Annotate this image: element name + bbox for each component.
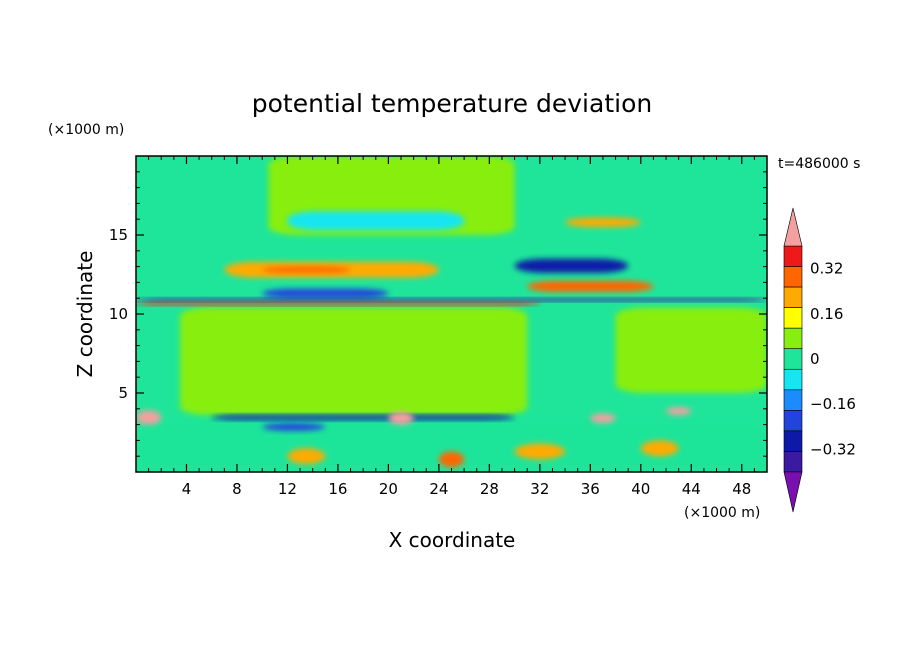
colorbar-swatch xyxy=(783,307,803,329)
colorbar-swatch xyxy=(783,245,803,267)
colorbar-lower-arrow xyxy=(783,471,803,513)
contour-band xyxy=(262,266,351,273)
x-tick-label: 48 xyxy=(732,480,751,498)
contour-band xyxy=(514,443,566,460)
contour-band xyxy=(565,217,641,228)
contour-band xyxy=(388,411,414,425)
colorbar-swatch xyxy=(783,327,803,350)
contour-band xyxy=(136,302,540,306)
chart-title: potential temperature deviation xyxy=(252,89,652,118)
x-tick-label: 28 xyxy=(480,480,499,498)
contour-band xyxy=(615,307,767,393)
y-axis-ticks: 5 10 15 xyxy=(109,171,767,457)
x-tick-label: 4 xyxy=(182,480,192,498)
colorbar-tick-label: 0.32 xyxy=(810,260,843,278)
contour-band xyxy=(287,448,326,465)
colorbar-tick-label: −0.16 xyxy=(810,395,856,413)
contour-band xyxy=(211,415,515,420)
colorbar-tick-label: −0.32 xyxy=(810,440,856,458)
contour-band xyxy=(287,211,465,231)
y-axis-label: Z coordinate xyxy=(73,251,97,378)
x-tick-label: 32 xyxy=(530,480,549,498)
x-tick-label: 8 xyxy=(232,480,242,498)
contour-band xyxy=(514,258,629,273)
y-tick-label: 15 xyxy=(109,226,128,244)
contour-band xyxy=(590,413,616,424)
x-unit-label: (×1000 m) xyxy=(684,505,760,521)
contour-band xyxy=(438,451,465,468)
time-label: t=486000 s xyxy=(778,156,860,172)
colorbar-swatch xyxy=(783,368,803,391)
colorbar-swatch xyxy=(783,410,803,432)
x-axis-label: X coordinate xyxy=(389,528,516,552)
contour-band xyxy=(262,288,389,299)
contour-band xyxy=(136,298,767,302)
contour-band xyxy=(136,410,162,425)
x-tick-label: 40 xyxy=(631,480,650,498)
y-tick-label: 10 xyxy=(109,305,128,323)
colorbar-swatch xyxy=(783,389,803,411)
colorbar-swatch xyxy=(783,266,803,288)
contour-fields xyxy=(136,156,767,472)
x-tick-label: 12 xyxy=(278,480,297,498)
contour-band xyxy=(527,280,654,292)
contour-band xyxy=(640,440,679,457)
x-tick-label: 36 xyxy=(581,480,600,498)
colorbar-upper-arrow xyxy=(783,207,803,247)
x-tick-label: 44 xyxy=(682,480,701,498)
x-axis-ticks: 4 8 12 16 20 24 28 32 36 40 44 48 xyxy=(148,156,755,498)
y-unit-label: (×1000 m) xyxy=(48,122,124,138)
colorbar-swatch xyxy=(783,348,803,370)
x-tick-label: 16 xyxy=(328,480,347,498)
colorbar-swatch xyxy=(783,430,803,452)
colorbar-swatch xyxy=(783,451,803,473)
contour-band xyxy=(180,307,528,416)
colorbar-swatch xyxy=(783,286,803,308)
y-tick-label: 5 xyxy=(118,384,128,402)
colorbar-tick-label: 0 xyxy=(810,350,820,368)
contour-band xyxy=(262,423,326,431)
x-tick-label: 24 xyxy=(429,480,448,498)
x-tick-label: 20 xyxy=(379,480,398,498)
colorbar-tick-label: 0.16 xyxy=(810,305,843,323)
colorbar: 0.32 0.16 0 −0.16 −0.32 xyxy=(783,207,856,513)
contour-band xyxy=(666,407,692,416)
